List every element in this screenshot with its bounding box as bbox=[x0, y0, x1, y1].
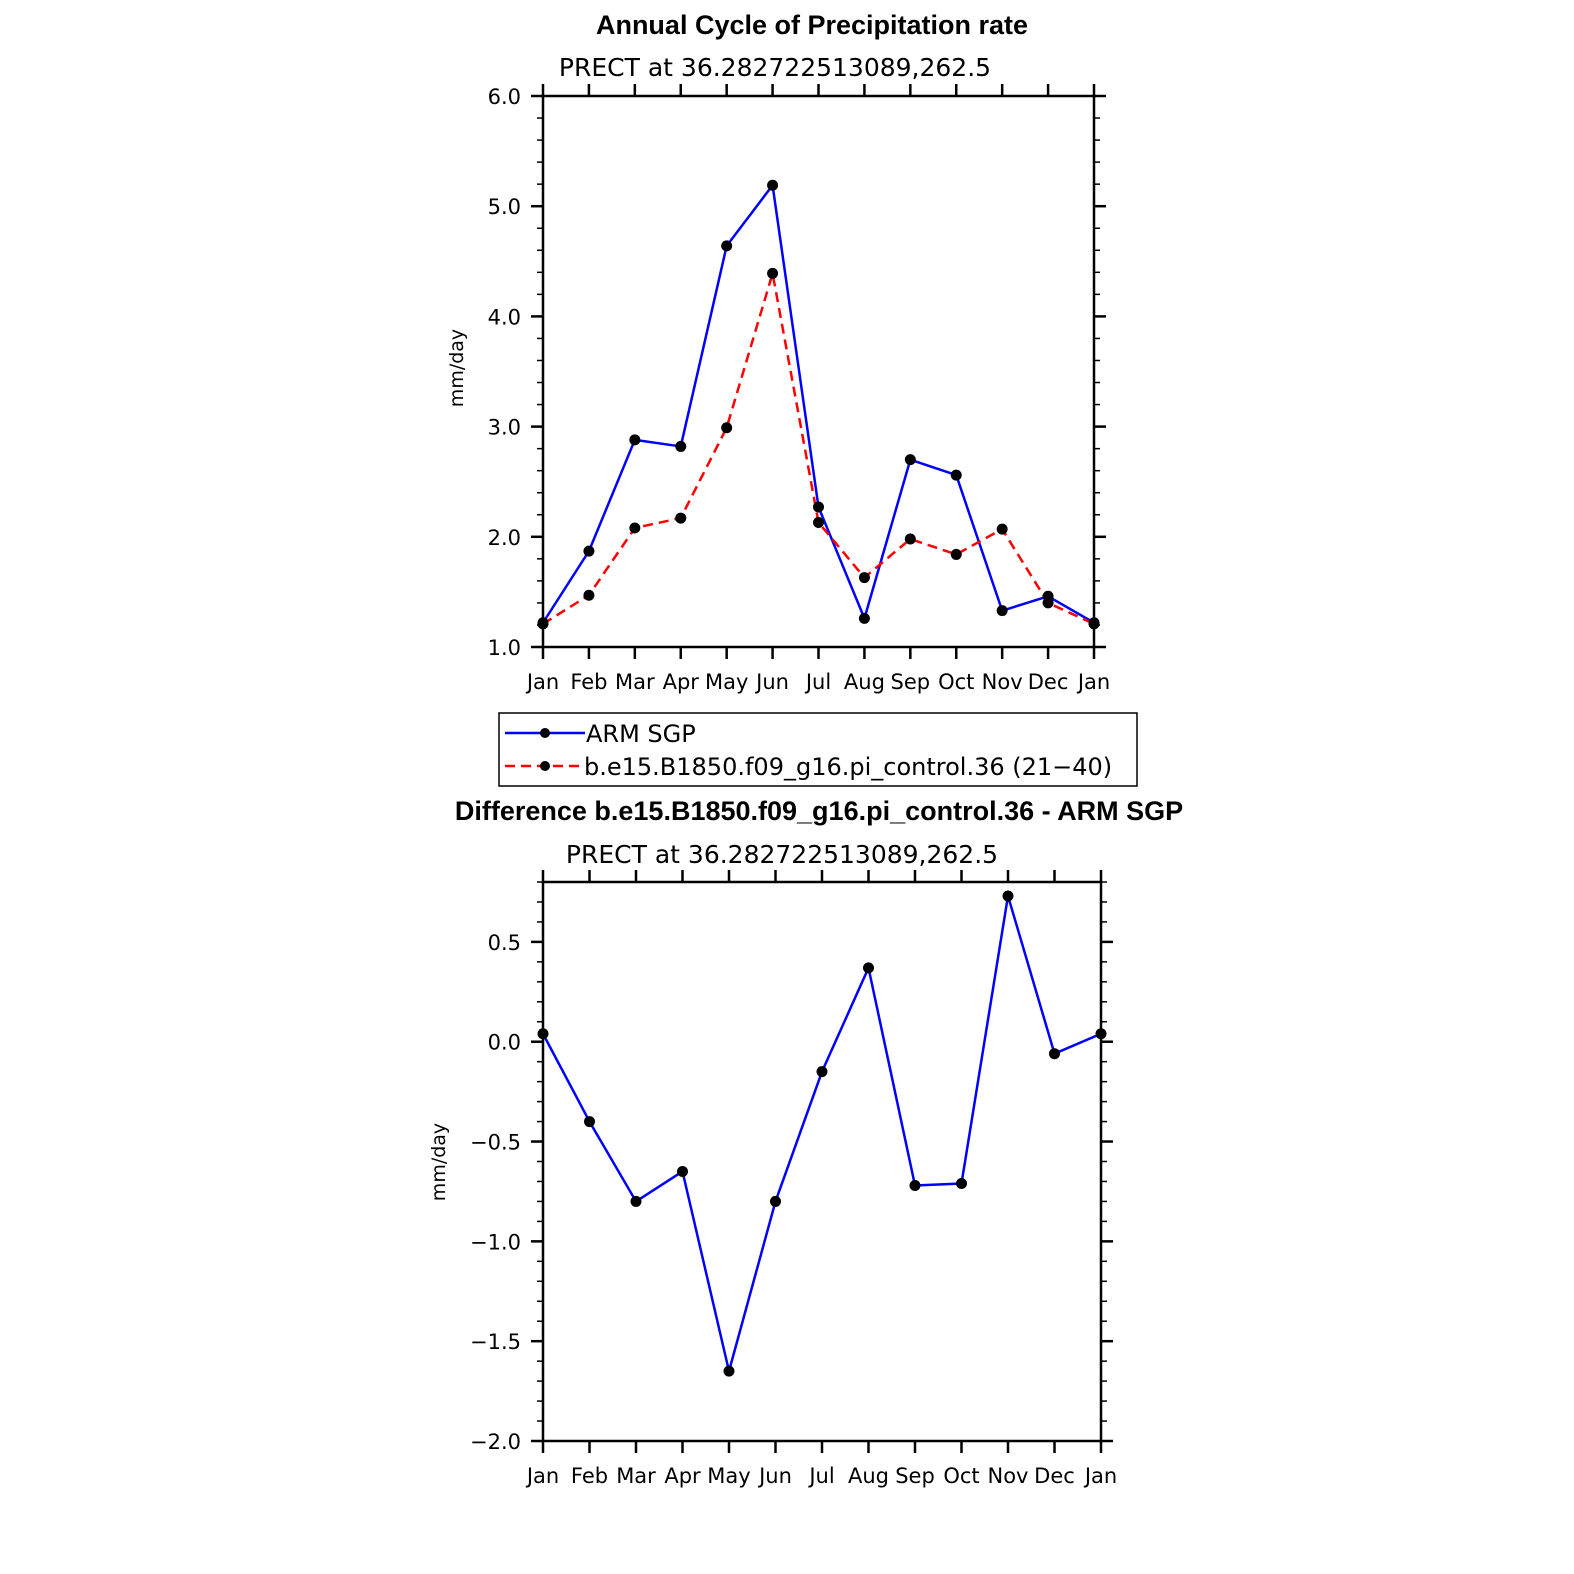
chart-bottom-xtick-label: Aug bbox=[848, 1464, 889, 1488]
chart-top-series-1-point bbox=[858, 612, 870, 624]
chart-top-plot-area: Jan Feb Mar Apr May Jun Jul Aug Sep Oct Nov Dec Jan1… bbox=[488, 84, 1110, 694]
chart-bottom-xtick-label: Jan bbox=[1083, 1464, 1117, 1488]
chart-top-ylabel: mm/day bbox=[446, 329, 468, 407]
chart-top-series-2-point bbox=[996, 523, 1008, 535]
chart-bottom-series-1-point bbox=[770, 1195, 781, 1207]
chart-bottom-series-1-point bbox=[956, 1177, 967, 1189]
chart-top-series-2-point bbox=[1088, 618, 1100, 630]
chart-bottom-series-1-point bbox=[723, 1365, 735, 1377]
chart-bottom-xtick-label: Apr bbox=[664, 1464, 701, 1488]
chart-top-xtick-label: Dec bbox=[1028, 670, 1069, 694]
chart-top-xtick-label: Feb bbox=[570, 670, 607, 694]
chart-top-series-1-point bbox=[996, 605, 1008, 617]
chart-top-legend: ARM SGP b.e15.B1850.f09_g16.pi_control.3… bbox=[498, 712, 1138, 787]
legend-box bbox=[498, 712, 1138, 787]
chart-top-series-1-point bbox=[583, 545, 595, 557]
chart-bottom-xtick-label: May bbox=[707, 1464, 750, 1488]
chart-top-series-1-point bbox=[675, 440, 687, 452]
chart-bottom-title: Difference b.e15.B1850.f09_g16.pi_contro… bbox=[455, 796, 1183, 826]
chart-bottom-ytick-label: −1.0 bbox=[470, 1230, 521, 1254]
chart-top-series-2-point bbox=[904, 533, 916, 545]
chart-top-series-2-point bbox=[675, 512, 687, 524]
chart-top-series-2-point bbox=[537, 618, 549, 630]
chart-bottom-ytick-label: −0.5 bbox=[470, 1131, 521, 1155]
chart-top-series-2-point bbox=[858, 572, 870, 584]
chart-bottom-series-1-point bbox=[537, 1028, 549, 1040]
legend-marker-series-1 bbox=[540, 728, 550, 738]
chart-top-series-1-point bbox=[950, 469, 962, 481]
chart-top-ytick-label: 6.0 bbox=[488, 85, 521, 109]
chart-top-series-1-point bbox=[767, 179, 779, 191]
legend-label-series-2: b.e15.B1850.f09_g16.pi_control.36 (21−40… bbox=[584, 753, 1112, 781]
chart-bottom-subtitle: PRECT at 36.282722513089,262.5 bbox=[566, 840, 998, 869]
chart-top-xtick-label: Jan bbox=[525, 670, 559, 694]
chart-top-series-2-point bbox=[950, 548, 962, 560]
chart-top-ytick-label: 4.0 bbox=[488, 305, 521, 329]
chart-bottom-ytick-label: 0.0 bbox=[488, 1031, 521, 1055]
chart-bottom-series-1-point bbox=[584, 1116, 595, 1128]
chart-bottom-ytick-label: 0.5 bbox=[488, 931, 521, 955]
chart-top-series-2-point bbox=[767, 267, 779, 279]
chart-bottom-ylabel: mm/day bbox=[428, 1123, 450, 1201]
chart-bottom-xtick-label: Jun bbox=[757, 1464, 792, 1488]
chart-bottom-xtick-label: Nov bbox=[988, 1464, 1029, 1488]
chart-bottom: Difference b.e15.B1850.f09_g16.pi_contro… bbox=[428, 796, 1183, 1488]
chart-top-series-1-point bbox=[904, 454, 916, 466]
chart-bottom-plot-area: Jan Feb Mar Apr May Jun Jul Aug Sep Oct Nov Dec Jan−… bbox=[470, 870, 1117, 1488]
chart-bottom-series-1-point bbox=[1002, 890, 1014, 902]
chart-top-series-1-point bbox=[721, 240, 733, 252]
chart-top-xtick-label: Oct bbox=[938, 670, 974, 694]
chart-bottom-series-1-line bbox=[541, 894, 1102, 1373]
chart-bottom-xtick-label: Dec bbox=[1034, 1464, 1075, 1488]
chart-top-series-2-point bbox=[583, 589, 595, 601]
chart-bottom-ytick-label: −1.5 bbox=[470, 1330, 521, 1354]
chart-bottom-ytick-label: −2.0 bbox=[470, 1430, 521, 1454]
chart-top-xtick-label: Mar bbox=[615, 670, 655, 694]
chart-top-xtick-label: May bbox=[705, 670, 748, 694]
chart-top-ytick-label: 1.0 bbox=[488, 636, 521, 660]
chart-top-series-2-point bbox=[1042, 597, 1054, 609]
chart-top-series-2-point bbox=[813, 516, 824, 528]
chart-top-series-1-point bbox=[629, 434, 641, 446]
chart-top-xtick-label: Aug bbox=[844, 670, 885, 694]
chart-top: Annual Cycle of Precipitation rate PRECT… bbox=[446, 10, 1138, 787]
chart-top-series-2-line bbox=[542, 272, 1095, 625]
chart-top-series-1-point bbox=[813, 501, 824, 513]
chart-top-xtick-label: Jan bbox=[1076, 670, 1110, 694]
chart-top-xtick-label: Apr bbox=[663, 670, 700, 694]
chart-top-subtitle: PRECT at 36.282722513089,262.5 bbox=[559, 53, 991, 82]
chart-top-ytick-label: 5.0 bbox=[488, 195, 521, 219]
chart-bottom-xtick-label: Jul bbox=[807, 1464, 834, 1488]
chart-bottom-xtick-label: Mar bbox=[616, 1464, 656, 1488]
chart-bottom-series-1-point bbox=[630, 1195, 642, 1207]
chart-top-xtick-label: Jun bbox=[754, 670, 789, 694]
chart-top-ytick-label: 3.0 bbox=[488, 416, 521, 440]
chart-top-frame bbox=[541, 94, 1096, 649]
chart-top-xtick-label: Sep bbox=[891, 670, 931, 694]
chart-bottom-series-1-point bbox=[863, 962, 874, 974]
chart-bottom-xtick-label: Sep bbox=[895, 1464, 935, 1488]
chart-bottom-xtick-label: Oct bbox=[943, 1464, 979, 1488]
legend-marker-series-2 bbox=[540, 761, 550, 771]
chart-bottom-series-1-point bbox=[1095, 1028, 1107, 1040]
chart-top-title: Annual Cycle of Precipitation rate bbox=[596, 10, 1028, 40]
chart-top-ytick-label: 2.0 bbox=[488, 526, 521, 550]
chart-bottom-series-1-point bbox=[1049, 1048, 1060, 1060]
legend-label-series-1: ARM SGP bbox=[586, 720, 696, 748]
chart-bottom-xtick-label: Jan bbox=[525, 1464, 559, 1488]
chart-bottom-series-1-point bbox=[816, 1066, 828, 1078]
chart-bottom-frame bbox=[541, 880, 1103, 1443]
chart-top-series-1-line bbox=[541, 184, 1095, 624]
chart-bottom-series-1-point bbox=[677, 1165, 688, 1177]
chart-top-series-2-point bbox=[721, 422, 733, 434]
chart-top-xtick-label: Nov bbox=[982, 670, 1023, 694]
chart-bottom-series-1-point bbox=[909, 1179, 921, 1191]
chart-top-xtick-label: Jul bbox=[804, 670, 831, 694]
chart-top-series-2-point bbox=[629, 522, 641, 534]
chart-bottom-xtick-label: Feb bbox=[571, 1464, 608, 1488]
